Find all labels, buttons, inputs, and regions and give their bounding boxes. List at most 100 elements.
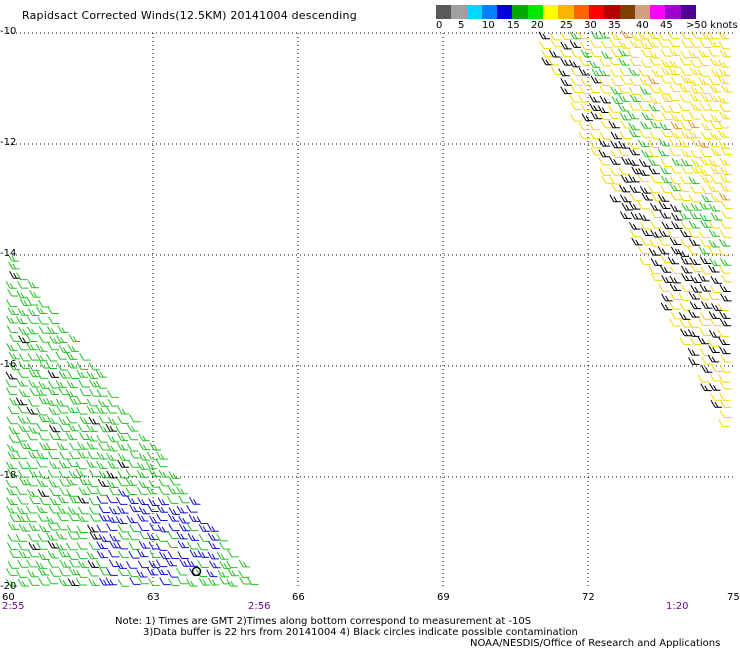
wind-barb — [579, 57, 591, 66]
wind-barb — [547, 57, 560, 66]
wind-barb — [658, 86, 671, 95]
wind-barb — [708, 203, 721, 212]
wind-barb — [238, 559, 251, 568]
scale-label-9: 45 — [660, 20, 673, 31]
wind-barb — [650, 273, 663, 282]
wind-barb — [6, 343, 18, 351]
wind-barb — [609, 39, 622, 48]
wind-barb — [77, 441, 89, 450]
wind-barb — [138, 433, 150, 442]
wind-barb — [649, 95, 661, 104]
wind-barb — [711, 364, 723, 373]
wind-barb — [650, 220, 662, 229]
wind-barb — [718, 248, 730, 257]
wind-barb — [690, 85, 702, 94]
wind-barb — [7, 307, 19, 315]
wind-barb — [86, 398, 99, 407]
wind-barb — [670, 176, 682, 185]
wind-barb — [6, 568, 18, 576]
wind-barb — [700, 266, 712, 275]
wind-barb — [669, 283, 681, 291]
wind-barb — [206, 569, 218, 578]
wind-barb — [649, 57, 661, 66]
wind-barb — [589, 131, 601, 140]
wind-barb — [650, 112, 663, 121]
wind-barb — [75, 461, 88, 470]
wind-barb — [710, 166, 722, 175]
wind-barb — [136, 569, 148, 578]
wind-barb — [708, 77, 721, 85]
wind-barb — [628, 141, 640, 149]
lon-tick-60: 60 — [2, 592, 15, 603]
wind-barb — [49, 335, 61, 344]
wind-barb — [7, 561, 19, 569]
wind-barb — [638, 213, 651, 221]
wind-barb — [107, 398, 119, 407]
wind-barb — [699, 86, 712, 95]
wind-barb — [47, 550, 60, 559]
wind-barb — [541, 49, 553, 58]
wind-barb — [679, 84, 691, 93]
wind-barb — [107, 549, 120, 558]
wind-barb — [599, 58, 611, 67]
wind-barb — [77, 424, 90, 432]
wind-barb — [627, 158, 640, 166]
wind-barb — [701, 186, 713, 194]
wind-barb — [55, 398, 68, 407]
wind-barb — [99, 424, 111, 433]
wind-barb — [679, 229, 692, 238]
wind-barb — [56, 522, 68, 531]
wind-barb — [6, 505, 18, 514]
wind-barb — [637, 201, 650, 210]
wind-barb — [75, 468, 88, 477]
wind-barb — [68, 334, 81, 343]
wind-barb — [660, 59, 673, 68]
wind-barb — [148, 479, 161, 488]
wind-barb — [177, 540, 189, 549]
wind-barb — [670, 292, 682, 301]
wind-barb — [78, 487, 91, 495]
wind-barb — [106, 452, 118, 461]
wind-barb — [580, 49, 593, 58]
wind-barb — [227, 549, 239, 558]
wind-barb — [28, 523, 40, 531]
wind-barb — [681, 203, 693, 211]
wind-barb — [718, 95, 730, 104]
wind-barb — [669, 318, 681, 327]
wind-barb — [95, 369, 108, 378]
wind-barb — [707, 103, 720, 112]
wind-barb — [36, 407, 48, 416]
wind-barb — [647, 31, 660, 40]
wind-barb — [116, 497, 128, 505]
wind-barb — [610, 150, 623, 158]
wind-barb — [238, 570, 250, 578]
wind-barb — [688, 194, 700, 203]
wind-barb — [166, 540, 178, 549]
wind-barb — [87, 479, 100, 488]
lat-tick--20: -20 — [0, 581, 17, 592]
wind-barb — [37, 489, 50, 497]
wind-barb — [176, 531, 188, 540]
wind-barb — [89, 388, 101, 397]
wind-barb — [96, 524, 108, 533]
wind-barb — [648, 247, 661, 256]
wind-barb — [26, 416, 38, 425]
wind-barb — [27, 578, 40, 586]
wind-barb — [549, 49, 561, 58]
wind-barb — [126, 432, 139, 441]
wind-barb — [106, 495, 118, 504]
wind-barb — [48, 461, 61, 469]
wind-barb — [701, 31, 713, 40]
wind-barb — [189, 496, 201, 505]
wind-barb — [688, 309, 700, 318]
wind-barb — [67, 344, 80, 352]
wind-barb — [106, 523, 118, 531]
wind-barb — [158, 551, 171, 560]
wind-barb — [27, 533, 40, 542]
wind-barb — [207, 577, 220, 586]
wind-barb — [570, 113, 582, 122]
wind-barb — [661, 112, 673, 120]
wind-barb — [590, 147, 602, 156]
wind-barb — [138, 452, 151, 461]
